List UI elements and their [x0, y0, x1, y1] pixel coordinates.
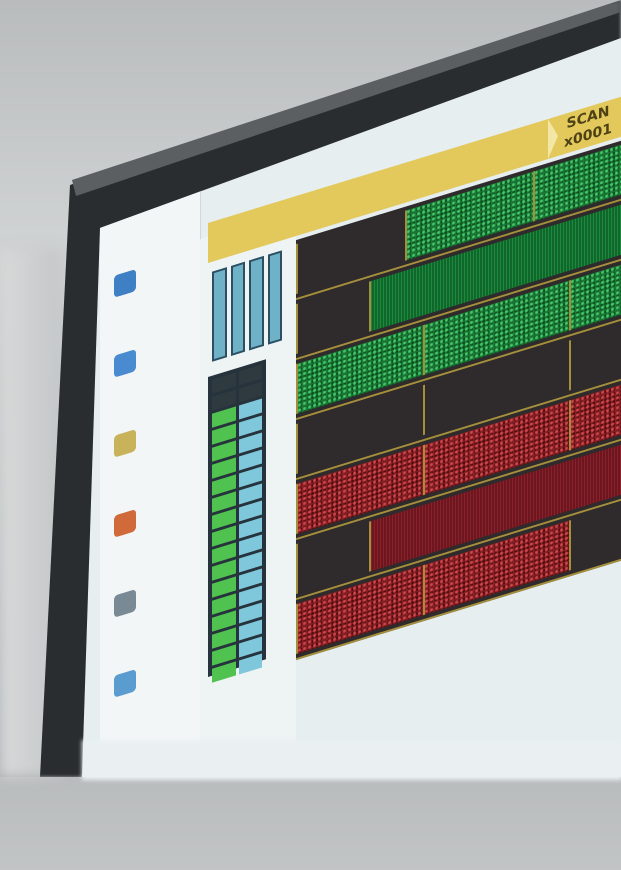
document-icon[interactable]	[114, 428, 136, 458]
level-bar	[249, 256, 264, 351]
screen-bottom	[82, 740, 621, 780]
folder-icon[interactable]	[114, 268, 136, 298]
image-icon[interactable]	[114, 668, 136, 698]
level-bar	[267, 250, 282, 345]
level-bar	[230, 261, 245, 357]
settings-icon[interactable]	[114, 588, 136, 618]
chart-icon[interactable]	[114, 508, 136, 538]
signal-meter	[208, 359, 266, 683]
level-bar	[212, 267, 227, 362]
chevron-icon	[548, 115, 558, 160]
globe-icon[interactable]	[114, 348, 136, 378]
